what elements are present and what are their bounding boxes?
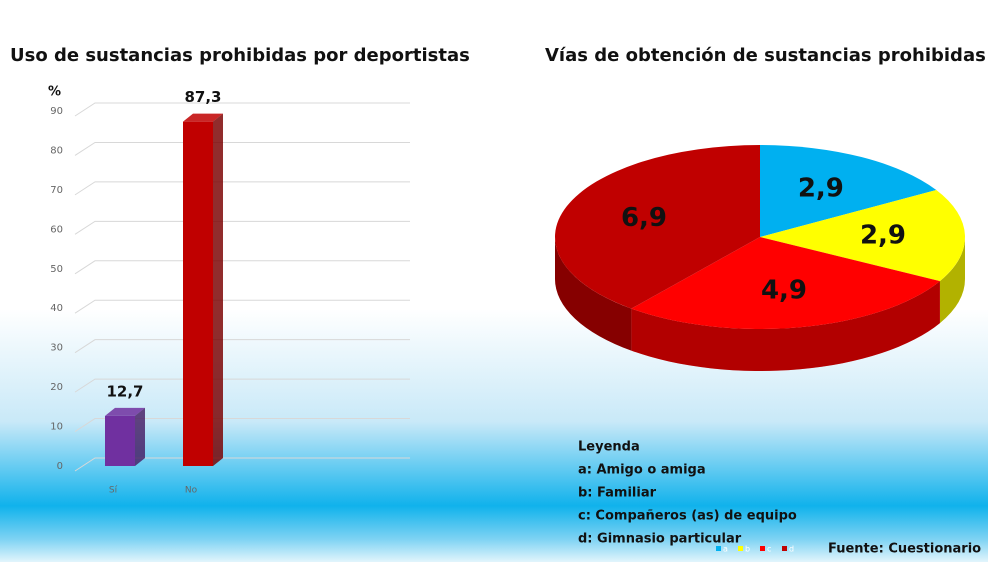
bar-top [183,113,223,122]
value-label: 6,9 [621,203,667,233]
legend-item: b: Familiar [578,486,657,501]
legend-item: d: Gimnasio particular [578,532,742,547]
grid-line [74,220,410,235]
y-tick-label: 70 [50,185,63,196]
pie-title: Vías de obtención de sustancias prohibid… [545,45,986,66]
grid-line [74,378,410,393]
value-label: 2,9 [860,221,906,251]
pie-slice [631,237,940,329]
pie-side-shade [631,281,940,371]
pie-slice [760,145,937,237]
pie-side [555,237,632,351]
bar-side [135,407,145,466]
legend-swatch [782,546,787,551]
y-tick-label: 10 [50,422,63,433]
pie-side-shade [939,237,965,324]
y-tick-label: 0 [57,461,63,472]
x-tick-label: Sí [109,486,118,496]
value-label: 87,3 [184,88,221,106]
legend-item: a: Amigo o amiga [578,463,706,478]
legend-swatch [738,546,743,551]
value-label: 2,9 [798,174,844,204]
grid-line [74,299,410,314]
legend-key: d [789,545,794,554]
y-tick-label: 20 [50,382,63,393]
bar-shade [135,407,145,466]
pie-side-shade [555,237,632,351]
y-tick-label: 90 [50,106,63,117]
grid-line [74,260,410,275]
y-tick-label: 60 [50,224,63,235]
bar [105,415,135,466]
legend-key: a [723,545,728,554]
bar-top [105,407,145,416]
bar-shade [213,113,223,467]
pie-slice [760,190,965,282]
y-tick-label: 80 [50,145,63,156]
legend-key: c [767,545,771,554]
y-tick-label: 50 [50,264,63,275]
bar-title: Uso de sustancias prohibidas por deporti… [10,45,470,66]
y-label: % [48,85,61,100]
pie-slice [555,145,760,309]
value-label: 4,9 [761,276,807,306]
value-label: 12,7 [106,382,143,400]
source: Fuente: Cuestionario [828,542,981,557]
bar-side [213,113,223,467]
legend-swatch [760,546,765,551]
pie-side [939,237,965,324]
y-tick-label: 30 [50,343,63,354]
grid-line [74,339,410,354]
grid-line [74,457,410,472]
legend-key: b [745,545,750,554]
bar [183,121,213,467]
legend-swatch [716,546,721,551]
y-tick-label: 40 [50,303,63,314]
grid-line [74,102,410,117]
legend-item: c: Compañeros (as) de equipo [578,509,797,524]
x-tick-label: No [185,486,198,496]
grid-line [74,418,410,432]
grid-line [74,141,410,156]
legend-title: Leyenda [578,440,640,455]
grid-line [74,181,410,196]
pie-side [631,281,940,371]
